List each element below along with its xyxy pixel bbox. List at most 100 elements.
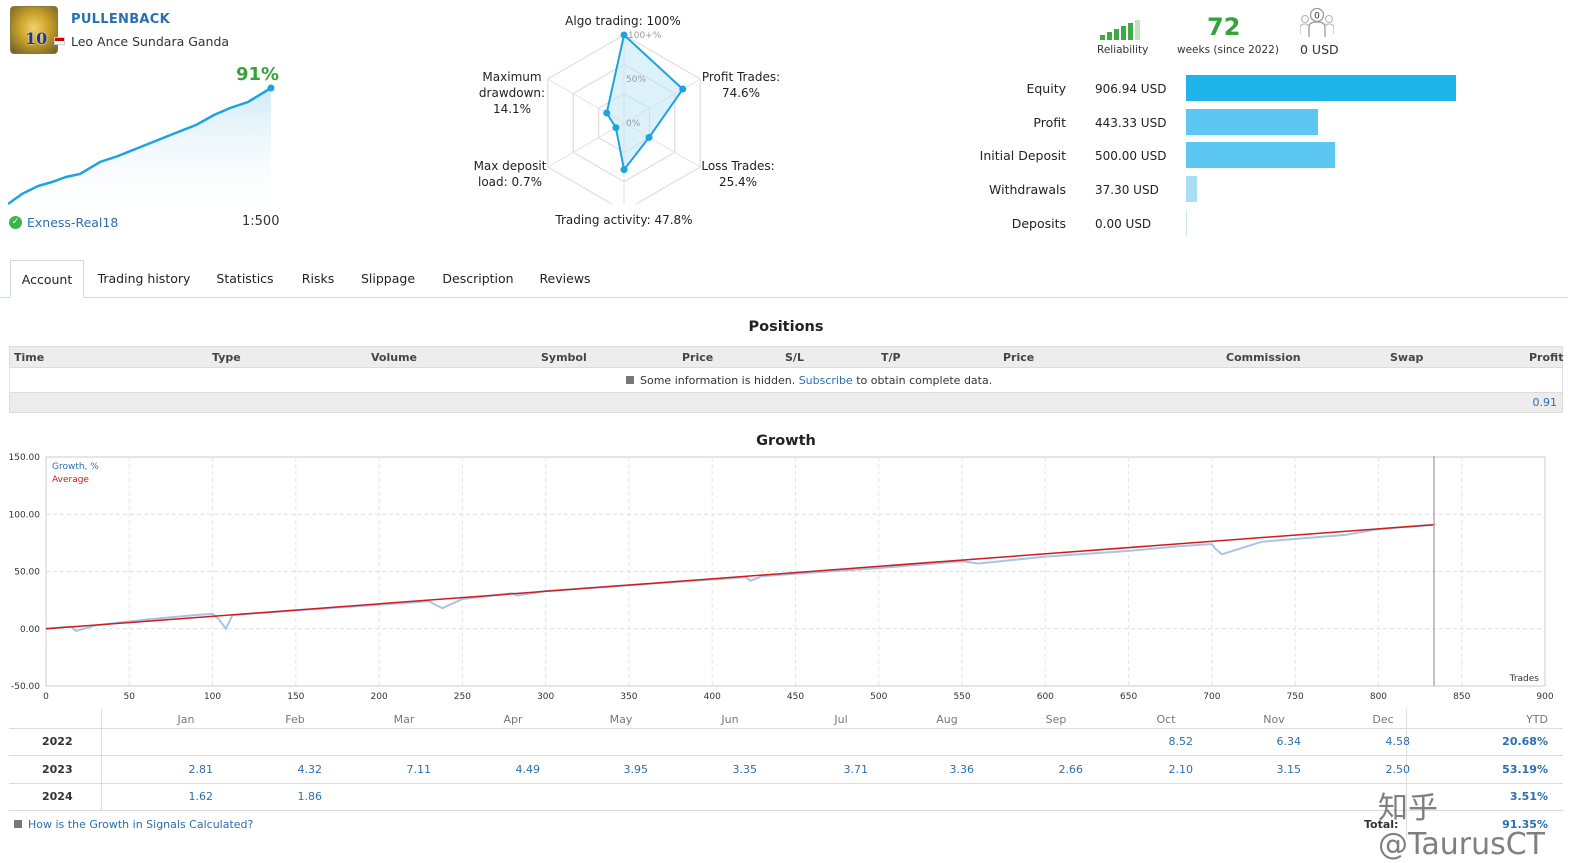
year-label: 2023 <box>42 763 73 776</box>
col-price-open[interactable]: Price <box>682 351 714 364</box>
month-return[interactable]: 3.35 <box>732 763 758 776</box>
month-return[interactable]: 3.95 <box>623 763 649 776</box>
radar-label-loss-trades: Loss Trades: 25.4% <box>695 158 781 190</box>
col-symbol[interactable]: Symbol <box>541 351 587 364</box>
x-tick-label: 850 <box>1453 692 1470 702</box>
month-return[interactable]: 7.11 <box>406 763 432 776</box>
month-header: Jan <box>177 713 195 726</box>
verified-check-icon: ✓ <box>9 216 22 229</box>
tab-risks[interactable]: Risks <box>301 271 335 286</box>
radar-label-trading-activity: Trading activity: 47.8% <box>555 213 693 227</box>
ytd-return: 20.68% <box>1502 735 1548 748</box>
author-name[interactable]: Leo Ance Sundara Ganda <box>71 34 230 49</box>
month-return[interactable]: 8.52 <box>1168 735 1194 748</box>
finance-value: 0.00 USD <box>1095 217 1152 231</box>
radar-ring-label: 0% <box>626 119 641 129</box>
radar-label-line: Profit Trades: <box>701 70 781 84</box>
finance-value: 500.00 USD <box>1095 149 1167 163</box>
month-return[interactable]: 1.62 <box>188 790 214 803</box>
legend-average: Average <box>52 475 89 485</box>
radar-ring-label: 100+% <box>628 31 662 41</box>
finance-value: 906.94 USD <box>1095 82 1167 96</box>
finance-label: Withdrawals <box>989 182 1066 197</box>
x-tick-label: 600 <box>1037 692 1054 702</box>
month-return[interactable]: 4.58 <box>1385 735 1411 748</box>
signal-name[interactable]: PULLENBACK <box>71 12 170 27</box>
ytd-return: 53.19% <box>1502 763 1548 776</box>
radar-label-max-drawdown: Maximum drawdown: 14.1% <box>470 69 554 117</box>
ytd-header: YTD <box>1526 713 1548 726</box>
broker-server[interactable]: Exness-Real18 <box>27 215 119 230</box>
row-separator <box>9 810 1563 811</box>
watermark: 知乎 @TaurusCT <box>1378 791 1546 862</box>
month-header: Sep <box>1045 713 1067 726</box>
help-link-text[interactable]: How is the Growth in Signals Calculated? <box>28 818 254 831</box>
month-header: Oct <box>1156 713 1176 726</box>
growth-calc-help-link[interactable]: How is the Growth in Signals Calculated? <box>14 818 253 831</box>
radar-point-max-drawdown <box>603 109 611 117</box>
subscribers-value: 0 USD <box>1300 42 1339 57</box>
table-divider <box>101 709 102 811</box>
month-return[interactable]: 4.32 <box>297 763 323 776</box>
month-return[interactable]: 3.15 <box>1276 763 1302 776</box>
col-time[interactable]: Time <box>14 351 45 364</box>
month-return[interactable]: 2.50 <box>1385 763 1411 776</box>
x-tick-label: 100 <box>204 692 221 702</box>
positions-total-row: 0.91 <box>9 392 1563 413</box>
col-sl[interactable]: S/L <box>785 351 804 364</box>
radar-label-line: drawdown: <box>478 86 546 100</box>
radar-label-line: 74.6% <box>721 86 761 100</box>
growth-sparkline <box>8 84 275 208</box>
tab-description[interactable]: Description <box>442 271 514 286</box>
row-separator <box>9 783 1563 784</box>
row-separator <box>9 755 1563 756</box>
y-tick-label: 100.00 <box>9 510 41 520</box>
finance-bar <box>1186 142 1335 168</box>
radar-spoke <box>547 122 625 168</box>
reliability-bars-icon <box>1100 20 1144 40</box>
y-tick-label: 0.00 <box>20 625 40 635</box>
col-profit[interactable]: Profit <box>1529 351 1564 364</box>
growth-chart: Growth, % Average Trades 150.00 100.00 50.… <box>9 453 1554 702</box>
month-return[interactable]: 2.81 <box>188 763 214 776</box>
finance-value: 443.33 USD <box>1095 116 1167 130</box>
x-tick-label: 0 <box>43 692 49 702</box>
year-label: 2022 <box>42 735 73 748</box>
positions-hidden-row <box>9 368 1563 392</box>
col-swap[interactable]: Swap <box>1390 351 1424 364</box>
month-return[interactable]: 3.36 <box>949 763 975 776</box>
positions-total-profit: 0.91 <box>1532 396 1558 409</box>
finance-bar <box>1186 176 1198 202</box>
col-volume[interactable]: Volume <box>371 351 417 364</box>
radar-label-max-deposit-load: Max deposit load: 0.7% <box>466 158 554 190</box>
col-commission[interactable]: Commission <box>1226 351 1301 364</box>
month-return[interactable]: 6.34 <box>1276 735 1302 748</box>
radar-label-line: Max deposit <box>473 159 547 173</box>
finance-value: 37.30 USD <box>1095 183 1159 197</box>
col-price-current[interactable]: Price <box>1003 351 1035 364</box>
total-label: Total: <box>1364 818 1399 831</box>
signal-avatar[interactable]: 10 <box>10 6 58 54</box>
x-tick-label: 450 <box>787 692 804 702</box>
month-return[interactable]: 3.71 <box>843 763 869 776</box>
tab-slippage[interactable]: Slippage <box>360 271 416 286</box>
subscribe-link[interactable]: Subscribe <box>798 374 853 387</box>
x-tick-label: 800 <box>1370 692 1387 702</box>
tab-account[interactable]: Account <box>10 260 84 298</box>
radar-label-line: 14.1% <box>492 102 532 116</box>
month-return[interactable]: 1.86 <box>297 790 323 803</box>
month-return[interactable]: 2.10 <box>1168 763 1194 776</box>
total-value: 91.35% <box>1502 818 1548 831</box>
radar-point-algo-trading <box>620 31 628 39</box>
tab-trading-history[interactable]: Trading history <box>97 271 191 286</box>
y-tick-label: 150.00 <box>9 453 41 463</box>
month-return[interactable]: 2.66 <box>1058 763 1084 776</box>
finance-bar <box>1186 210 1187 236</box>
col-type[interactable]: Type <box>212 351 241 364</box>
weeks-count: 72 <box>1207 13 1241 41</box>
col-tp[interactable]: T/P <box>881 351 901 364</box>
radar-label-algo: Algo trading: 100% <box>565 14 681 28</box>
tab-statistics[interactable]: Statistics <box>216 271 274 286</box>
month-return[interactable]: 4.49 <box>515 763 541 776</box>
tab-reviews[interactable]: Reviews <box>539 271 591 286</box>
